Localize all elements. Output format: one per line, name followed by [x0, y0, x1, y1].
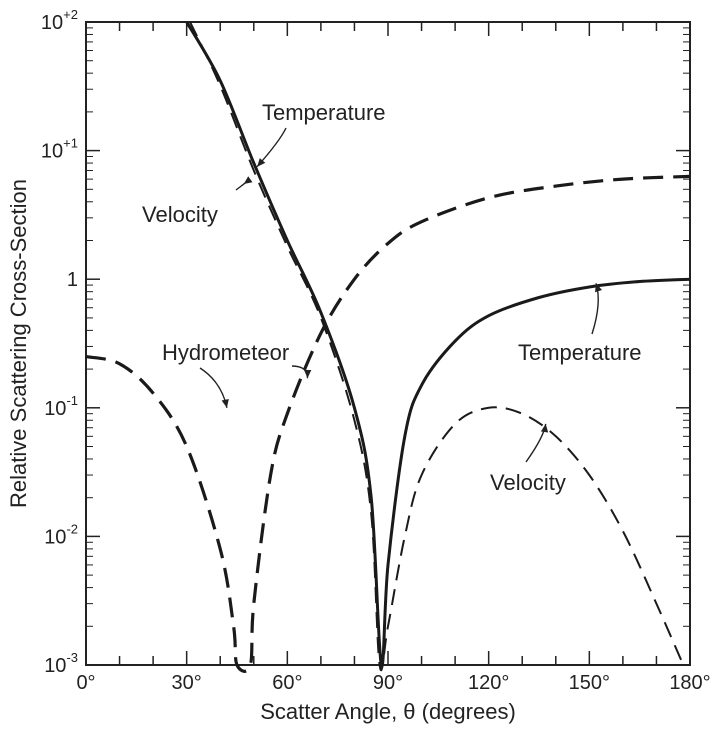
annotation-arrowhead [243, 176, 253, 184]
x-tick-label: 90° [373, 672, 403, 694]
annotation-arrowhead [304, 369, 312, 379]
annotation-arrowhead [540, 423, 549, 433]
y-tick-label: 10-3 [44, 650, 78, 677]
x-tick-label: 150° [569, 672, 610, 694]
curve-label-velocity: Velocity [142, 202, 218, 227]
annotations: Temperature Velocity Hydrometeor Temperatur… [142, 100, 642, 495]
y-tick-label: 10-1 [44, 393, 78, 420]
curves [85, 21, 691, 673]
curve-label-temperature: Temperature [262, 100, 386, 125]
annotation-arrow [235, 182, 246, 191]
curve-label-velocity: Velocity [490, 470, 566, 495]
y-tick-label: 10+1 [41, 136, 78, 163]
annotation-arrowhead [221, 399, 229, 408]
y-tick-label: 1 [67, 269, 78, 291]
y-axis-label: Relative Scattering Cross-Section [6, 179, 31, 508]
x-axis-label: Scatter Angle, θ (degrees) [260, 699, 516, 724]
curve-label-hydrometeor: Hydrometeor [162, 340, 289, 365]
series-line-velocity [189, 21, 685, 672]
curve-label-temperature: Temperature [518, 340, 642, 365]
axes: 0° 30° 60° 90° 120° 150° 180° 10-3 10-2 10-1 1 10+1… [41, 7, 711, 694]
x-tick-label: 120° [468, 672, 509, 694]
annotation-arrowhead [257, 158, 266, 167]
y-tick-label: 10+2 [41, 7, 78, 34]
series-line-hydrometeor [85, 174, 691, 673]
x-tick-label: 60° [272, 672, 302, 694]
series-line-temperature [185, 21, 691, 668]
x-tick-label: 180° [669, 672, 710, 694]
x-tick-label: 0° [76, 672, 95, 694]
x-tick-label: 30° [172, 672, 202, 694]
y-tick-label: 10-2 [44, 521, 78, 548]
annotation-arrowhead [595, 283, 602, 293]
